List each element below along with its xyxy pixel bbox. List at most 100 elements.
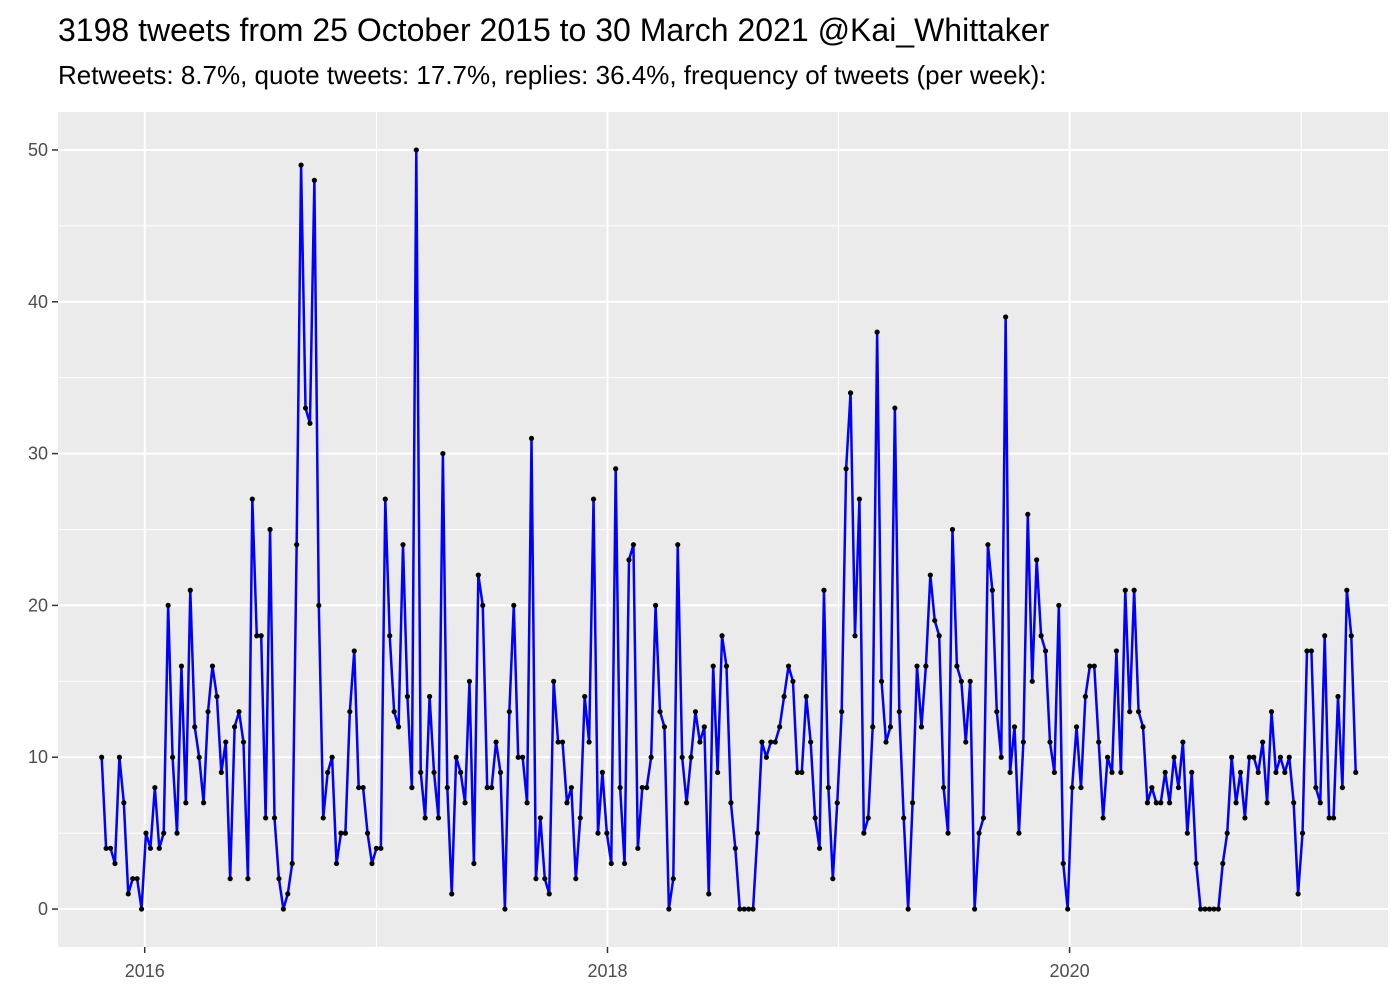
- data-point: [590, 496, 597, 502]
- data-point: [856, 496, 863, 502]
- chart-subtitle: Retweets: 8.7%, quote tweets: 17.7%, rep…: [58, 60, 1047, 90]
- data-point: [892, 405, 898, 411]
- data-point: [1313, 784, 1319, 791]
- data-point: [533, 876, 539, 882]
- data-point: [1180, 739, 1186, 745]
- data-point: [759, 739, 765, 745]
- data-point: [568, 784, 574, 791]
- data-point: [777, 724, 783, 730]
- data-point: [276, 876, 282, 882]
- data-point: [196, 754, 202, 760]
- data-point: [843, 466, 849, 472]
- data-point: [1016, 830, 1022, 836]
- data-point: [710, 663, 716, 669]
- data-point: [746, 906, 752, 912]
- data-point: [364, 830, 371, 836]
- data-point: [183, 800, 189, 806]
- data-point: [905, 906, 911, 912]
- data-point: [1344, 587, 1350, 593]
- data-point: [316, 602, 322, 609]
- data-point: [1268, 709, 1275, 715]
- data-point: [342, 830, 348, 836]
- data-point: [418, 769, 424, 776]
- data-point: [347, 709, 353, 715]
- data-point: [431, 769, 437, 776]
- data-point: [1069, 784, 1075, 791]
- data-point: [1127, 709, 1133, 715]
- data-point: [799, 769, 805, 776]
- data-point: [701, 724, 707, 730]
- data-point: [684, 800, 690, 806]
- data-point: [1047, 739, 1053, 745]
- data-point: [967, 678, 973, 684]
- data-point: [816, 845, 823, 851]
- x-axis: 2016 2018 2020: [125, 947, 1090, 981]
- data-point: [484, 784, 490, 791]
- data-point: [387, 633, 393, 639]
- y-tick-label: 10: [28, 747, 48, 767]
- chart-title: 3198 tweets from 25 October 2015 to 30 M…: [58, 12, 1050, 48]
- data-point: [546, 891, 552, 897]
- data-point: [413, 147, 419, 153]
- data-point: [400, 542, 406, 548]
- data-point: [803, 693, 809, 700]
- data-point: [1007, 769, 1013, 776]
- data-point: [582, 693, 588, 700]
- data-point: [325, 769, 331, 776]
- data-point: [107, 845, 114, 851]
- data-point: [285, 891, 291, 897]
- data-point: [369, 860, 375, 867]
- data-point: [1308, 648, 1314, 654]
- data-point: [1042, 648, 1049, 654]
- data-point: [489, 784, 495, 791]
- data-point: [169, 754, 176, 760]
- data-point: [520, 754, 526, 760]
- data-point: [187, 587, 193, 593]
- data-point: [1189, 769, 1195, 776]
- data-point: [1242, 815, 1248, 821]
- data-point: [515, 754, 521, 760]
- data-point: [99, 754, 105, 760]
- data-point: [1229, 754, 1235, 760]
- data-point: [785, 663, 792, 669]
- data-point: [750, 906, 756, 912]
- data-point: [887, 724, 894, 730]
- data-point: [1091, 663, 1097, 669]
- data-point: [834, 800, 840, 806]
- data-point: [497, 769, 504, 776]
- data-point: [511, 602, 517, 609]
- data-point: [1011, 724, 1018, 730]
- data-point: [1175, 784, 1182, 791]
- data-point: [435, 815, 442, 821]
- data-point: [223, 739, 229, 745]
- data-point: [524, 800, 530, 806]
- data-point: [338, 830, 344, 836]
- data-point: [1273, 769, 1279, 776]
- data-point: [1113, 648, 1120, 654]
- data-point: [449, 891, 455, 897]
- data-point: [174, 830, 180, 836]
- data-point: [156, 845, 162, 851]
- data-point: [333, 860, 340, 867]
- data-point: [635, 845, 641, 851]
- data-point: [794, 769, 800, 776]
- data-point: [294, 542, 300, 548]
- y-axis: 0 10 20 30 40 50: [28, 140, 58, 919]
- data-point: [125, 891, 131, 897]
- data-point: [440, 450, 446, 457]
- data-point: [271, 815, 278, 821]
- data-point: [298, 162, 304, 168]
- data-point: [1317, 800, 1323, 806]
- data-point: [1162, 769, 1168, 776]
- data-point: [152, 784, 158, 791]
- data-point: [723, 663, 730, 669]
- data-point: [249, 496, 255, 502]
- data-point: [847, 390, 854, 396]
- data-point: [1348, 633, 1354, 639]
- data-point: [1038, 633, 1044, 639]
- x-tick-label: 2020: [1050, 961, 1090, 981]
- data-point: [644, 784, 650, 791]
- data-point: [1335, 693, 1341, 700]
- data-point: [732, 845, 738, 851]
- data-point: [661, 724, 668, 730]
